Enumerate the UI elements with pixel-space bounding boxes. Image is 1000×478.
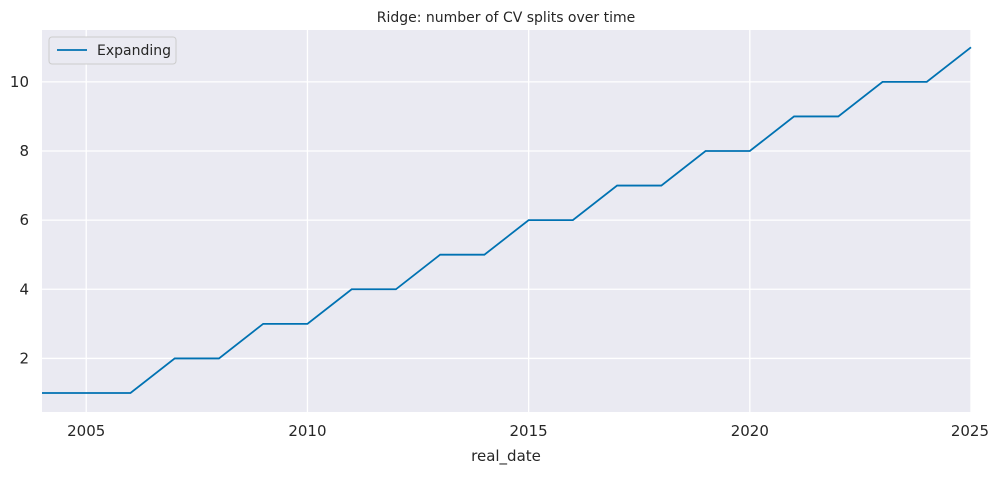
chart-title: Ridge: number of CV splits over time — [377, 10, 636, 26]
series-layer — [42, 46, 972, 394]
y-tick-label: 2 — [19, 349, 29, 367]
x-tick-label: 2025 — [951, 422, 989, 440]
series-line-expanding — [42, 46, 972, 394]
x-axis-ticks: 2005 2010 2015 2020 2025 — [67, 422, 989, 440]
x-tick-label: 2015 — [510, 422, 548, 440]
legend: Expanding — [48, 36, 177, 65]
legend-label: Expanding — [97, 43, 171, 59]
y-axis-ticks: 2 4 6 8 10 — [10, 73, 29, 368]
plot-area — [42, 30, 971, 412]
y-tick-label: 6 — [19, 211, 29, 229]
x-axis-label: real_date — [471, 447, 541, 466]
y-tick-label: 4 — [19, 280, 29, 298]
legend-box — [48, 36, 177, 65]
y-tick-label: 10 — [10, 73, 29, 91]
x-tick-label: 2005 — [67, 422, 105, 440]
y-tick-label: 8 — [19, 142, 29, 160]
x-tick-label: 2010 — [288, 422, 326, 440]
x-tick-label: 2020 — [731, 422, 769, 440]
